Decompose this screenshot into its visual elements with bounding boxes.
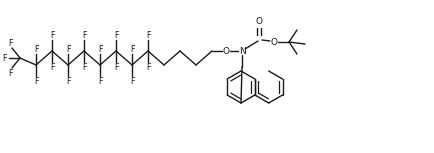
Text: N: N [239, 47, 245, 56]
Text: F: F [34, 45, 38, 54]
Text: F: F [130, 76, 134, 86]
Text: F: F [66, 45, 70, 54]
Text: F: F [82, 62, 86, 71]
Text: F: F [98, 45, 102, 54]
Text: F: F [98, 76, 102, 86]
Text: F: F [66, 76, 70, 86]
Text: F: F [50, 30, 54, 39]
Text: F: F [130, 45, 134, 54]
Text: F: F [114, 30, 118, 39]
Text: F: F [8, 39, 12, 47]
Text: F: F [82, 30, 86, 39]
Text: O: O [270, 37, 277, 47]
Text: F: F [8, 69, 12, 78]
Text: F: F [114, 62, 118, 71]
Text: F: F [50, 62, 54, 71]
Text: O: O [256, 17, 263, 26]
Text: F: F [146, 30, 150, 39]
Text: F: F [146, 62, 150, 71]
Text: O: O [223, 47, 230, 56]
Text: F: F [2, 54, 6, 62]
Text: F: F [34, 76, 38, 86]
